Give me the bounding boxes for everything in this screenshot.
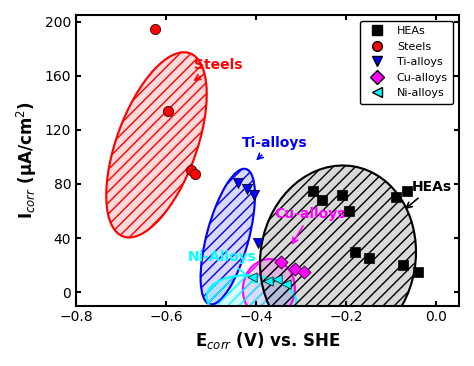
- Ellipse shape: [106, 52, 207, 238]
- Text: HEAs: HEAs: [406, 180, 452, 208]
- Point: [415, 269, 422, 275]
- Text: Steels: Steels: [194, 58, 242, 80]
- Point: [352, 249, 359, 254]
- Point: [345, 208, 352, 214]
- Point: [309, 188, 316, 194]
- Point: [338, 192, 346, 198]
- Point: [164, 108, 172, 114]
- Point: [250, 192, 258, 198]
- Y-axis label: I$_{corr}$ (μA/cm$^2$): I$_{corr}$ (μA/cm$^2$): [15, 101, 39, 219]
- Point: [151, 26, 159, 31]
- Point: [191, 172, 199, 178]
- Point: [277, 259, 285, 265]
- Ellipse shape: [243, 259, 295, 319]
- X-axis label: E$_{corr}$ (V) vs. SHE: E$_{corr}$ (V) vs. SHE: [195, 330, 340, 351]
- Text: Cu-alloys: Cu-alloys: [274, 207, 346, 243]
- Point: [248, 274, 255, 280]
- Point: [235, 180, 242, 186]
- Point: [255, 240, 262, 246]
- Text: Ti-alloys: Ti-alloys: [241, 137, 307, 159]
- Point: [403, 188, 411, 194]
- Point: [392, 195, 400, 201]
- Ellipse shape: [260, 165, 416, 350]
- Point: [399, 262, 407, 268]
- Ellipse shape: [207, 275, 296, 324]
- Point: [282, 281, 289, 287]
- Point: [187, 168, 195, 173]
- Point: [365, 255, 373, 261]
- Point: [300, 269, 307, 275]
- Text: Ni-Alloys: Ni-Alloys: [188, 250, 257, 283]
- Point: [264, 278, 271, 284]
- Point: [244, 186, 251, 192]
- Legend: HEAs, Steels, Ti-alloys, Cu-alloys, Ni-alloys: HEAs, Steels, Ti-alloys, Cu-alloys, Ni-a…: [360, 20, 454, 104]
- Point: [291, 266, 298, 272]
- Point: [318, 197, 325, 203]
- Ellipse shape: [201, 169, 255, 305]
- Point: [273, 276, 280, 281]
